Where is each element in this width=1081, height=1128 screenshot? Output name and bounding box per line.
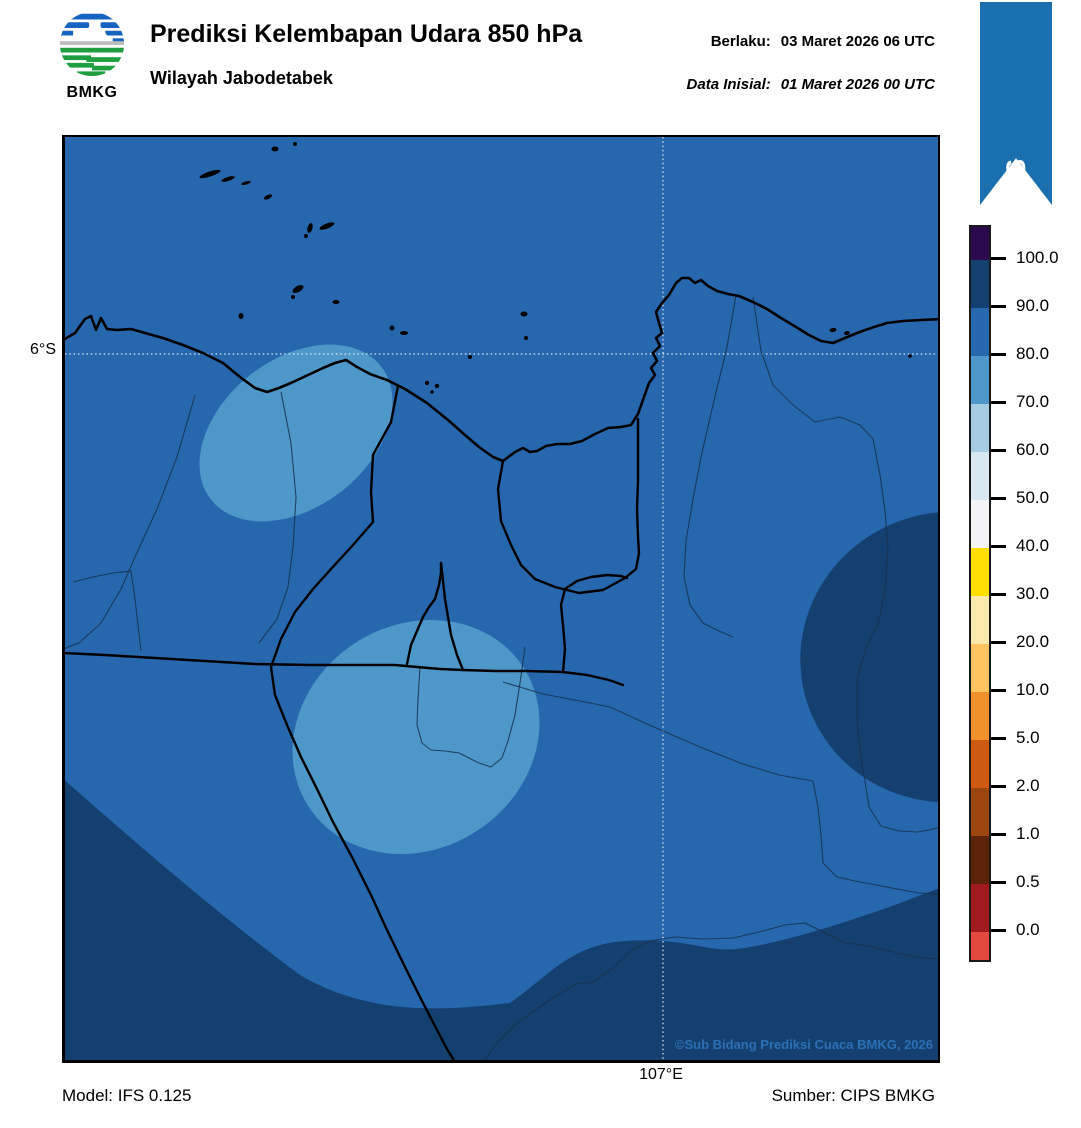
valid-time-value: 03 Maret 2026 06 UTC <box>780 33 935 50</box>
humidity-region-south-90-100 <box>65 780 938 1060</box>
lon-axis-label: 107°E <box>639 1066 683 1083</box>
page-subtitle: Wilayah Jabodetabek <box>150 68 333 88</box>
colorbar-tick-label: 10.0 <box>1016 680 1050 699</box>
colorbar-tick-label: 2.0 <box>1016 776 1040 795</box>
colorbar-tick-label: 100.0 <box>1016 248 1059 267</box>
colorbar-tick-label: 70.0 <box>1016 392 1050 411</box>
init-time: Data Inisial: 01 Maret 2026 00 UTC <box>687 76 935 93</box>
colorbar-segment <box>971 404 989 452</box>
humidity-region-northwest-70-80 <box>199 344 393 522</box>
colorbar-tick-label: 30.0 <box>1016 584 1050 603</box>
colorbar-tick <box>991 304 1006 308</box>
colorbar-segment <box>971 884 989 932</box>
colorbar-tick <box>991 496 1006 500</box>
map-canvas: ©Sub Bidang Prediksi Cuaca BMKG, 2026 <box>65 137 938 1060</box>
colorbar-tick-label: 50.0 <box>1016 488 1050 507</box>
colorbar-bar <box>969 225 991 962</box>
admin-boundaries-thick <box>65 384 641 1060</box>
model-ribbon-label: IFS <box>1000 156 1031 205</box>
bmkg-logo-icon <box>59 11 125 77</box>
lat-axis-label: 6°S <box>30 341 56 358</box>
colorbar-tick <box>991 736 1006 740</box>
colorbar-segment <box>971 596 989 644</box>
coastline-path <box>65 276 938 463</box>
colorbar-segment <box>971 500 989 548</box>
colorbar-tick <box>991 784 1006 788</box>
footer-model: Model: IFS 0.125 <box>62 1086 192 1105</box>
colorbar-segment <box>971 227 989 260</box>
colorbar-tick <box>991 832 1006 836</box>
colorbar-tick <box>991 928 1006 932</box>
colorbar-tick-label: 20.0 <box>1016 632 1050 651</box>
footer-source: Sumber: CIPS BMKG <box>771 1086 935 1105</box>
valid-time: Berlaku: 03 Maret 2026 06 UTC <box>711 33 935 50</box>
colorbar-tick-label: 0.0 <box>1016 920 1040 939</box>
admin-boundaries-thin <box>65 294 938 1060</box>
colorbar-tick-label: 60.0 <box>1016 440 1050 459</box>
colorbar-segment <box>971 308 989 356</box>
colorbar: 100.0 90.0 80.0 70.0 60.0 50.0 40.0 30.0 20.0 10.… <box>969 225 1059 962</box>
colorbar-tick-label: 90.0 <box>1016 296 1050 315</box>
colorbar-tick <box>991 400 1006 404</box>
bmkg-logo: BMKG <box>50 10 134 102</box>
colorbar-segment <box>971 836 989 884</box>
colorbar-tick-label: 5.0 <box>1016 728 1040 747</box>
colorbar-tick <box>991 256 1006 260</box>
colorbar-tick-label: 80.0 <box>1016 344 1050 363</box>
colorbar-segment <box>971 692 989 740</box>
colorbar-tick <box>991 592 1006 596</box>
colorbar-tick <box>991 448 1006 452</box>
page-title: Prediksi Kelembapan Udara 850 hPa <box>150 20 583 48</box>
model-ribbon: IFS <box>980 2 1052 205</box>
colorbar-tick-label: 0.5 <box>1016 872 1040 891</box>
init-time-value: 01 Maret 2026 00 UTC <box>780 76 935 93</box>
colorbar-tick <box>991 880 1006 884</box>
colorbar-tick <box>991 688 1006 692</box>
colorbar-tick <box>991 640 1006 644</box>
colorbar-tick <box>991 544 1006 548</box>
colorbar-tick <box>991 352 1006 356</box>
colorbar-segment <box>971 740 989 788</box>
colorbar-segment <box>971 548 989 596</box>
colorbar-segment <box>971 260 989 308</box>
init-time-label: Data Inisial: <box>686 76 771 93</box>
colorbar-segment <box>971 932 989 960</box>
colorbar-tick-label: 40.0 <box>1016 536 1050 555</box>
valid-time-label: Berlaku: <box>710 33 771 50</box>
humidity-region-east-90-100 <box>800 511 938 803</box>
bmkg-logo-label: BMKG <box>66 84 118 101</box>
colorbar-tick-label: 1.0 <box>1016 824 1040 843</box>
map-frame: ©Sub Bidang Prediksi Cuaca BMKG, 2026 <box>62 135 940 1063</box>
colorbar-segment <box>971 452 989 500</box>
colorbar-segment <box>971 644 989 692</box>
humidity-region-central-70-80 <box>292 620 540 854</box>
map-copyright: ©Sub Bidang Prediksi Cuaca BMKG, 2026 <box>675 1037 933 1052</box>
colorbar-segment <box>971 356 989 404</box>
islands-group <box>199 142 912 394</box>
colorbar-segment <box>971 788 989 836</box>
